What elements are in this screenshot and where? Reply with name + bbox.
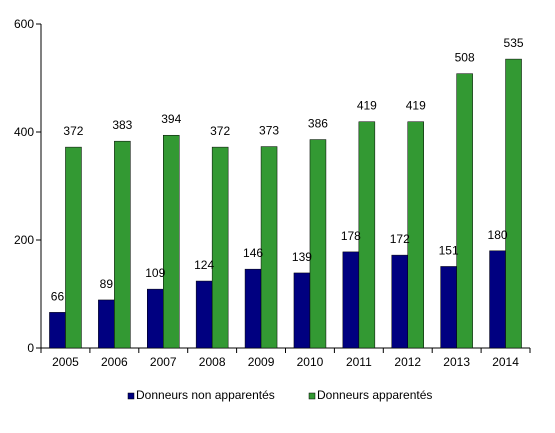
bar-non-apparentes: [49, 312, 66, 349]
y-tick-label: 600: [14, 17, 34, 31]
data-label: 151: [439, 243, 459, 257]
x-tick-label: 2012: [394, 355, 421, 369]
chart-axes: 0 200 400 600 2005 2006 2007 2008 2009 2010 2011 20…: [14, 17, 531, 369]
data-label: 172: [390, 232, 410, 246]
data-label: 508: [455, 51, 475, 65]
bar-non-apparentes: [489, 250, 506, 349]
x-tick-label: 2010: [297, 355, 324, 369]
data-label: 383: [112, 118, 132, 132]
x-tick-label: 2014: [492, 355, 519, 369]
bar-apparentes: [456, 73, 473, 349]
bar-apparentes: [211, 146, 229, 349]
bar-non-apparentes: [195, 280, 213, 349]
data-label: 372: [210, 124, 230, 138]
y-tick-label: 0: [27, 341, 34, 355]
data-label: 124: [194, 258, 214, 272]
data-label: 139: [292, 250, 312, 264]
data-label: 419: [357, 99, 377, 113]
data-label: 109: [145, 266, 165, 280]
x-tick-label: 2005: [52, 355, 79, 369]
data-label: 372: [63, 124, 83, 138]
data-label: 394: [161, 112, 181, 126]
chart-bars: [49, 58, 522, 349]
data-label: 66: [51, 289, 65, 303]
x-tick-label: 2011: [346, 355, 372, 369]
bar-apparentes: [358, 121, 376, 349]
data-label: 419: [406, 99, 426, 113]
x-tick-label: 2013: [443, 355, 470, 369]
chart-legend: Donneurs non apparentés Donneurs apparent…: [127, 388, 432, 402]
data-label: 178: [341, 229, 361, 243]
legend-label-non-apparentes: Donneurs non apparentés: [136, 388, 275, 402]
data-label: 535: [504, 36, 524, 50]
data-label: 89: [100, 277, 114, 291]
bar-non-apparentes: [98, 299, 115, 349]
bar-non-apparentes: [147, 288, 164, 349]
legend-swatch-non-apparentes: [127, 392, 135, 400]
legend-label-apparentes: Donneurs apparentés: [317, 388, 432, 402]
bar-apparentes: [163, 134, 180, 349]
legend-swatch-apparentes: [308, 392, 316, 400]
x-tick-label: 2008: [199, 355, 226, 369]
x-tick-label: 2009: [248, 355, 275, 369]
data-label: 386: [308, 117, 328, 131]
data-label: 146: [243, 246, 263, 260]
bar-non-apparentes: [342, 251, 360, 349]
bar-apparentes: [260, 146, 278, 349]
bar-non-apparentes: [440, 266, 457, 349]
x-tick-label: 2007: [150, 355, 177, 369]
y-tick-label: 200: [14, 233, 34, 247]
data-label: 180: [488, 228, 508, 242]
bar-apparentes: [407, 121, 424, 349]
bar-apparentes: [309, 139, 327, 349]
x-tick-label: 2006: [101, 355, 128, 369]
bar-non-apparentes: [244, 268, 262, 349]
bar-non-apparentes: [293, 272, 311, 349]
chart-data-labels: 66 89 109 124 146 139 178 172 151 180 372 383 394 372…: [51, 36, 524, 303]
y-tick-label: 400: [14, 125, 34, 139]
data-label: 373: [259, 124, 279, 138]
bar-non-apparentes: [391, 254, 408, 349]
bar-apparentes: [505, 58, 522, 349]
bar-apparentes: [65, 146, 82, 349]
bar-apparentes: [114, 140, 131, 349]
